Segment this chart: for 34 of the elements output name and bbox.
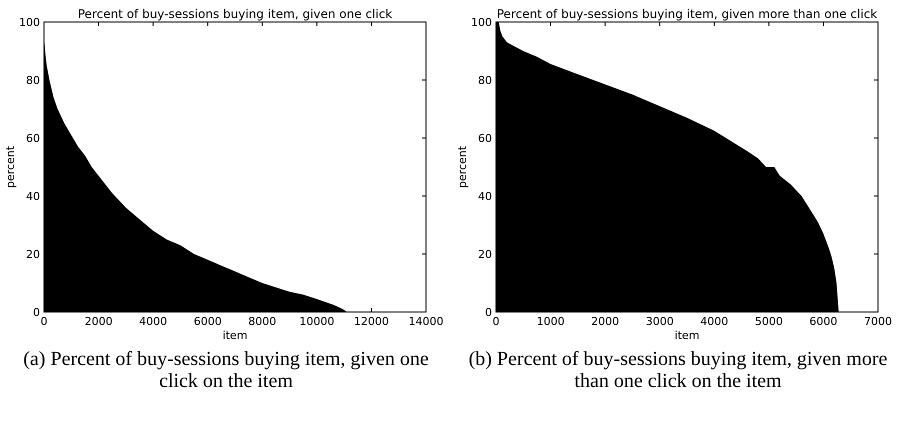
x-tick-label: 5000	[754, 315, 783, 328]
x-tick-label: 12000	[354, 315, 389, 328]
y-tick-label: 60	[26, 132, 40, 145]
y-tick-label: 0	[33, 306, 40, 319]
y-tick-label: 20	[26, 248, 40, 261]
y-tick-label: 100	[471, 16, 492, 29]
y-axis-title: percent	[4, 145, 17, 188]
y-tick-label: 80	[478, 74, 492, 87]
x-tick-label: 2000	[84, 315, 113, 328]
x-axis-title: item	[222, 329, 248, 342]
x-tick-label: 7000	[864, 315, 892, 328]
text: (b) Percent of buy-sessions buying item, given more than one click on the item	[468, 348, 888, 392]
y-tick-label: 60	[478, 132, 492, 145]
chart-title: Percent of buy-sessions buying item, given more than one click	[496, 7, 878, 21]
x-tick-label: 3000	[646, 315, 674, 328]
y-tick-label: 20	[478, 248, 492, 261]
x-tick-label: 10000	[299, 315, 334, 328]
x-tick-label: 8000	[248, 315, 276, 328]
y-tick-label: 80	[26, 74, 40, 87]
x-tick-label: 14000	[408, 315, 444, 328]
x-tick-label: 6000	[194, 315, 222, 328]
text: (a) Percent of buy-sessions buying item, given one click on the item	[22, 348, 430, 392]
x-tick-label: 1000	[536, 315, 565, 328]
y-axis-title: percent	[456, 145, 469, 188]
x-tick-label: 6000	[809, 315, 838, 328]
x-axis-title: item	[674, 329, 700, 342]
y-tick-label: 100	[19, 16, 40, 29]
chart-title: Percent of buy-sessions buying item, given one click	[78, 7, 392, 21]
y-tick-label: 40	[478, 190, 492, 203]
y-tick-label: 0	[485, 306, 492, 319]
x-tick-label: 4000	[139, 315, 168, 328]
y-tick-label: 40	[26, 190, 40, 203]
x-tick-label: 4000	[700, 315, 728, 328]
x-tick-label: 2000	[591, 315, 620, 328]
